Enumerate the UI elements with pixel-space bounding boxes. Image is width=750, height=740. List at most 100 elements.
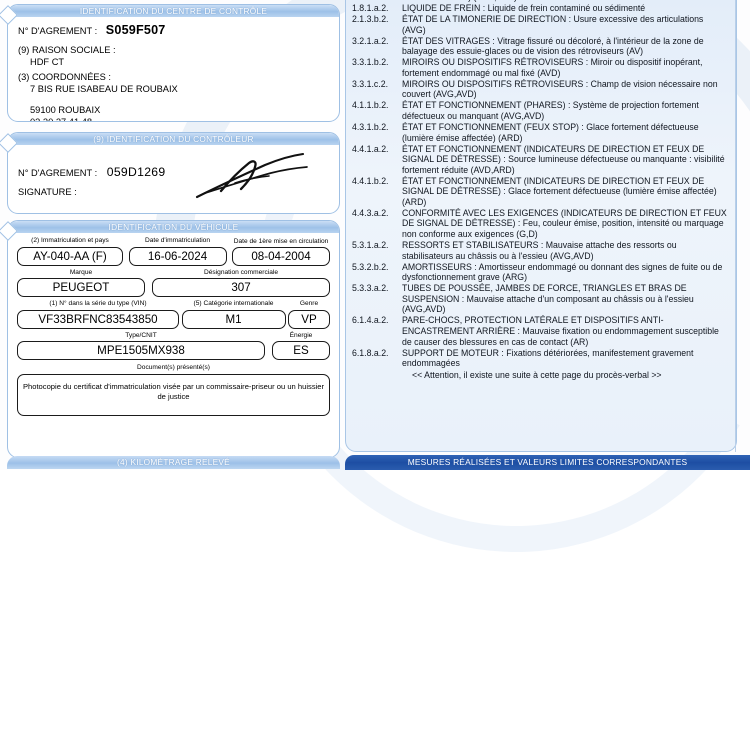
label-date-circulation: Date de 1ère mise en circulation <box>233 237 329 245</box>
right-page-edge <box>735 0 737 452</box>
field-energie[interactable]: ES <box>272 341 330 360</box>
centre-raison-value: HDF CT <box>30 57 65 67</box>
defect-rows-container: 1.8.1.a.2. LIQUIDE DE FREIN : Liquide de … <box>350 3 731 369</box>
controleur-agreement-row: N° D'AGREMENT : 059D1269 <box>18 165 331 179</box>
panel-vehicule-header: IDENTIFICATION DU VÉHICULE <box>8 221 339 233</box>
centre-coordonnees-label: (3) COORDONNÉES : <box>18 72 111 82</box>
defects-list: minimale atteinte) (AVG,AVD) 1.8.1.a.2. L… <box>346 0 736 381</box>
field-immatriculation[interactable]: AY-040-AA (F) <box>17 246 123 266</box>
defect-description: SUPPORT DE MOTEUR : Fixations détériorée… <box>402 347 694 369</box>
centre-agreement-value: S059F507 <box>105 23 166 37</box>
defect-description: MIROIRS OU DISPOSITIFS RÉTROVISEURS : Ch… <box>402 78 718 100</box>
label-vin: (1) N° dans la série du type (VIN) <box>49 300 147 307</box>
defect-row: 4.4.3.a.2. CONFORMITÉ AVEC LES EXIGENCES … <box>350 208 731 240</box>
defect-row: 3.3.1.b.2. MIROIRS OU DISPOSITIFS RÉTROVI… <box>350 57 731 78</box>
vehicle-row-documents: Document(s) présenté(s) Photocopie du ce… <box>17 364 330 416</box>
panel-centre-header: IDENTIFICATION DU CENTRE DE CONTRÔLE <box>8 5 339 17</box>
panel-controleur-body: N° D'AGREMENT : 059D1269 SIGNATURE : <box>8 145 339 213</box>
centre-agreement-label: N° D'AGREMENT : <box>18 26 98 36</box>
defect-continuation-note: << Attention, il existe une suite à cett… <box>412 369 662 380</box>
panel-controleur-header: (9) IDENTIFICATION DU CONTRÔLEUR <box>8 133 339 145</box>
defect-row: 6.1.4.a.2. PARE-CHOCS, PROTECTION LATÉRAL… <box>350 315 731 347</box>
defect-description: ÉTAT ET FONCTIONNEMENT (INDICATEURS DE D… <box>402 175 717 207</box>
defect-row: 1.8.1.a.2. LIQUIDE DE FREIN : Liquide de … <box>350 3 731 14</box>
centre-phone: 03.20.27.41.48 <box>30 117 93 122</box>
label-immatriculation: (2) Immatriculation et pays <box>31 237 109 244</box>
signature-mark <box>191 149 321 201</box>
label-documents: Document(s) présenté(s) <box>137 364 210 371</box>
label-date-immatriculation: Date d'immatriculation <box>144 237 211 244</box>
vehicle-row-type: Type/CNIT MPE1505MX938 Énergie ES <box>17 331 330 360</box>
defect-code: 5.3.3.a.2. <box>352 283 389 294</box>
defect-description: PARE-CHOCS, PROTECTION LATÉRALE ET DISPO… <box>402 315 719 347</box>
panel-vehicule: IDENTIFICATION DU VÉHICULE (2) Immatricu… <box>7 220 340 458</box>
field-vin[interactable]: VF33BRFNC83543850 <box>17 309 179 329</box>
defect-description: ÉTAT DES VITRAGES : Vitrage fissuré ou d… <box>402 35 704 57</box>
label-designation: Désignation commerciale <box>203 268 279 276</box>
defect-code: 3.3.1.b.2. <box>352 57 389 68</box>
label-marque: Marque <box>69 268 93 276</box>
defect-description: RESSORTS ET STABILISATEURS : Mauvaise at… <box>402 240 677 261</box>
defect-row: 4.3.1.b.2. ÉTAT ET FONCTIONNEMENT (FEUX S… <box>350 122 731 143</box>
centre-agreement-row: N° D'AGREMENT : S059F507 <box>18 23 331 37</box>
defect-description: LIQUIDE DE FREIN : Liquide de frein cont… <box>402 3 646 14</box>
mesures-section-header: MESURES RÉALISÉES ET VALEURS LIMITES COR… <box>345 455 750 470</box>
defect-description: ÉTAT ET FONCTIONNEMENT (PHARES) : Systèm… <box>402 100 699 122</box>
label-genre: Genre <box>299 300 319 307</box>
centre-raison-label: (9) RAISON SOCIALE : <box>18 45 116 55</box>
vehicle-row-make: Marque PEUGEOT Désignation commerciale 3… <box>17 268 330 297</box>
defect-row: 4.1.1.b.2. ÉTAT ET FONCTIONNEMENT (PHARES… <box>350 100 731 121</box>
field-documents[interactable]: Photocopie du certificat d'immatriculati… <box>17 373 330 416</box>
field-date-immatriculation[interactable]: 16-06-2024 <box>128 246 227 266</box>
controleur-agreement-value: 059D1269 <box>106 165 166 179</box>
defect-row: 3.3.1.c.2. MIROIRS OU DISPOSITIFS RÉTROVI… <box>350 79 731 100</box>
defect-description: ÉTAT ET FONCTIONNEMENT (INDICATEURS DE D… <box>402 143 725 175</box>
controleur-signature-label: SIGNATURE : <box>18 187 77 197</box>
label-categorie: (5) Catégorie internationale <box>193 300 274 307</box>
defect-code: 4.4.1.b.2. <box>352 175 389 186</box>
field-genre[interactable]: VP <box>288 309 330 329</box>
defect-code: 5.3.1.a.2. <box>352 240 389 251</box>
defect-description: TUBES DE POUSSÉE, JAMBES DE FORCE, TRIAN… <box>402 283 694 315</box>
controleur-agreement-label: N° D'AGREMENT : <box>18 168 98 178</box>
defect-row: 4.4.1.b.2. ÉTAT ET FONCTIONNEMENT (INDICA… <box>350 176 731 208</box>
field-marque[interactable]: PEUGEOT <box>17 278 145 297</box>
defect-row: 4.4.1.a.2. ÉTAT ET FONCTIONNEMENT (INDICA… <box>350 144 731 176</box>
panel-vehicule-body: (2) Immatriculation et pays AY-040-AA (F… <box>8 233 339 420</box>
defect-row: 5.3.1.a.2. RESSORTS ET STABILISATEURS : M… <box>350 240 731 261</box>
vehicle-row-registration: (2) Immatriculation et pays AY-040-AA (F… <box>17 237 330 266</box>
field-designation[interactable]: 307 <box>152 278 330 297</box>
defect-code: 4.4.1.a.2. <box>352 143 389 154</box>
defect-description: MIROIRS OU DISPOSITIFS RÉTROVISEURS : Mi… <box>402 57 703 78</box>
field-date-circulation[interactable]: 08-04-2004 <box>232 246 330 266</box>
defect-code: 4.4.3.a.2. <box>352 207 389 218</box>
defect-code: 4.1.1.b.2. <box>352 100 389 111</box>
defect-code: 5.3.2.b.2. <box>352 261 389 272</box>
field-type-cnit[interactable]: MPE1505MX938 <box>17 341 265 360</box>
defect-code: 4.3.1.b.2. <box>352 122 389 133</box>
defect-text-clipped: minimale atteinte) (AVG,AVD) <box>402 0 731 3</box>
defect-code: 6.1.8.a.2. <box>352 347 389 358</box>
defect-code: 2.1.3.b.2. <box>352 14 389 25</box>
label-energie: Énergie <box>289 331 313 339</box>
defect-description: ÉTAT ET FONCTIONNEMENT (FEUX STOP) : Gla… <box>402 122 699 143</box>
defect-clipped-line: minimale atteinte) (AVG,AVD) <box>350 0 731 3</box>
defect-row: 3.2.1.a.2. ÉTAT DES VITRAGES : Vitrage fi… <box>350 36 731 57</box>
defect-description: ÉTAT DE LA TIMONERIE DE DIRECTION : Usur… <box>402 14 704 35</box>
left-column: IDENTIFICATION DU CENTRE DE CONTRÔLE N° … <box>0 2 340 468</box>
defect-code: 3.2.1.a.2. <box>352 35 389 46</box>
panel-controleur: (9) IDENTIFICATION DU CONTRÔLEUR N° D'AG… <box>7 132 340 214</box>
label-type-cnit: Type/CNIT <box>125 331 157 339</box>
defect-code: 6.1.4.a.2. <box>352 315 389 326</box>
kilometrage-section-header: (4) KILOMÉTRAGE RELEVÉ <box>7 456 340 469</box>
defect-description: CONFORMITÉ AVEC LES EXIGENCES (INDICATEU… <box>402 207 727 240</box>
defect-row: 5.3.2.b.2. AMORTISSEURS : Amortisseur end… <box>350 262 731 283</box>
defect-row: 2.1.3.b.2. ÉTAT DE LA TIMONERIE DE DIRECT… <box>350 14 731 35</box>
centre-address-line2: 59100 ROUBAIX <box>30 105 101 115</box>
field-categorie[interactable]: M1 <box>181 309 286 329</box>
panel-centre-de-controle: IDENTIFICATION DU CENTRE DE CONTRÔLE N° … <box>7 4 340 122</box>
defects-panel[interactable]: minimale atteinte) (AVG,AVD) 1.8.1.a.2. L… <box>345 0 737 452</box>
panel-centre-body: N° D'AGREMENT : S059F507 (9) RAISON SOCI… <box>8 17 339 122</box>
defect-code: 1.8.1.a.2. <box>352 3 389 14</box>
